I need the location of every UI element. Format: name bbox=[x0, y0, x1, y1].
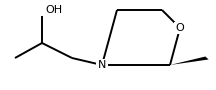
Polygon shape bbox=[170, 57, 209, 65]
Text: N: N bbox=[98, 60, 106, 70]
Text: O: O bbox=[176, 23, 184, 33]
Text: OH: OH bbox=[45, 5, 63, 15]
